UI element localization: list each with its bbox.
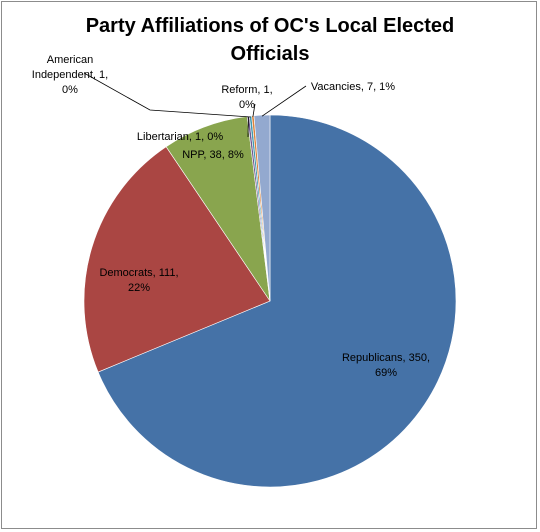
data-label-republicans: Republicans, 350, — [342, 352, 430, 364]
pie-slice-vacancies — [253, 114, 271, 302]
leader-line-american-independent — [83, 72, 251, 118]
data-label-reform: Reform, 1, — [221, 84, 272, 96]
data-label-american-independent: 0% — [62, 84, 78, 96]
data-label-democrats: Democrats, 111, — [99, 267, 178, 279]
leader-line-vacancies — [261, 85, 307, 117]
data-label-vacancies: Vacancies, 7, 1% — [311, 81, 395, 93]
data-label-american-independent: American — [47, 54, 93, 66]
pie-slice-democrats — [83, 146, 271, 373]
chart-title: Party Affiliations of OC's Local Elected… — [85, 15, 455, 65]
data-label-democrats: 22% — [128, 282, 150, 294]
data-label-american-independent: Independent, 1, — [32, 69, 108, 81]
data-label-libertarian: Libertarian, 1, 0% — [137, 131, 223, 143]
data-label-republicans: 69% — [375, 367, 397, 379]
data-label-npp: NPP, 38, 8% — [182, 149, 244, 161]
data-label-reform: 0% — [239, 99, 255, 111]
leader-line-reform — [252, 103, 256, 117]
pie-slice-republicans — [97, 114, 457, 488]
